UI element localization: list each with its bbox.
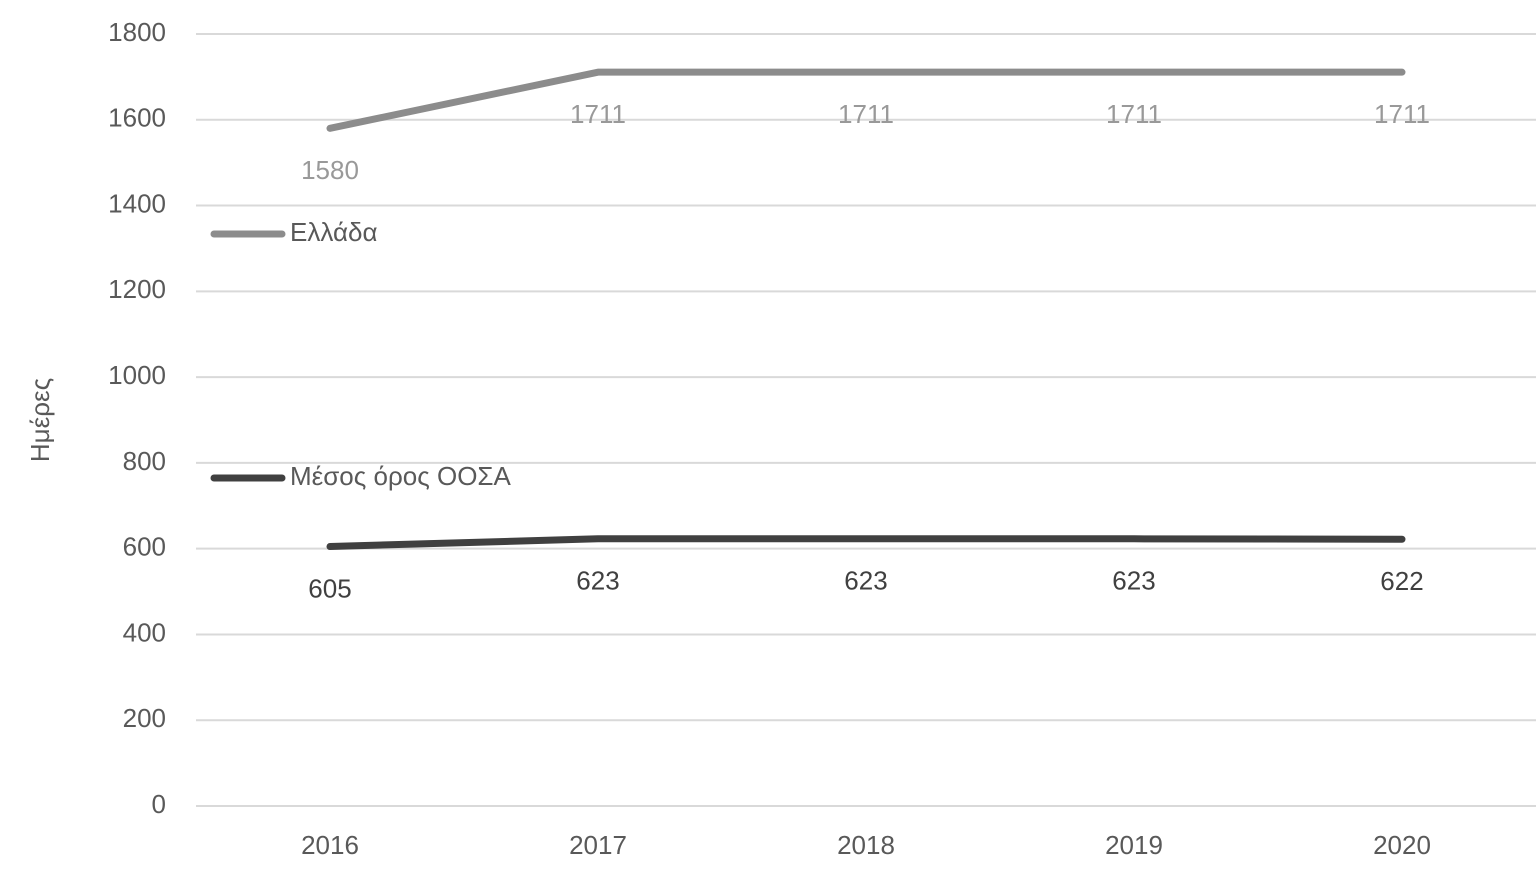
- x-tick-label: 2020: [1373, 830, 1431, 860]
- y-tick-label: 400: [123, 617, 166, 647]
- series-line: [326, 68, 1406, 132]
- data-label: 1711: [1106, 99, 1162, 129]
- y-tick-label: 0: [152, 789, 166, 819]
- data-label: 1711: [1374, 99, 1430, 129]
- y-tick-label: 1400: [108, 188, 166, 218]
- y-axis-title: Ημέρες: [25, 378, 55, 462]
- y-tick-label: 1800: [108, 17, 166, 47]
- y-tick-label: 200: [123, 703, 166, 733]
- y-tick-label: 1000: [108, 360, 166, 390]
- legend-label: Μέσος όρος ΟΟΣΑ: [290, 461, 511, 491]
- data-label: 623: [576, 566, 619, 596]
- x-tick-label: 2018: [837, 830, 895, 860]
- data-label: 623: [1112, 566, 1155, 596]
- data-label: 605: [308, 573, 351, 603]
- legend-label: Ελλάδα: [290, 217, 377, 247]
- x-tick-label: 2019: [1105, 830, 1163, 860]
- y-tick-label: 600: [123, 532, 166, 562]
- x-tick-label: 2016: [301, 830, 359, 860]
- data-label: 1580: [301, 155, 359, 185]
- y-tick-label: 1600: [108, 103, 166, 133]
- y-tick-label: 1200: [108, 274, 166, 304]
- data-label: 1711: [838, 99, 894, 129]
- data-label: 623: [844, 566, 887, 596]
- data-label: 1711: [570, 99, 626, 129]
- y-tick-label: 800: [123, 446, 166, 476]
- x-tick-label: 2017: [569, 830, 627, 860]
- data-label: 622: [1380, 566, 1423, 596]
- series-line: [326, 535, 1406, 551]
